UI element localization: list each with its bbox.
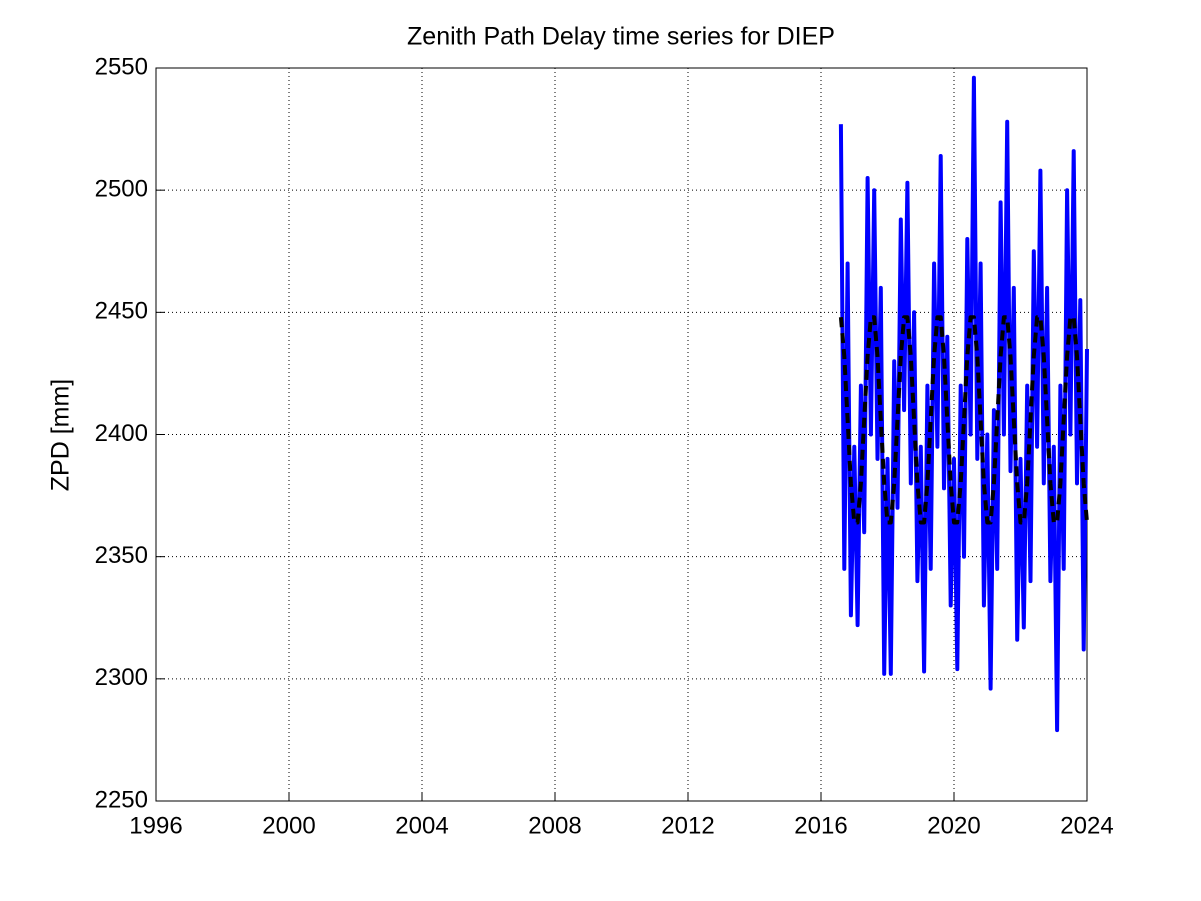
y-tick-label: 2550 [95,53,148,80]
x-tick-label: 2020 [927,812,980,839]
x-tick-label: 2012 [661,812,714,839]
x-tick-label: 2000 [262,812,315,839]
y-tick-label: 2500 [95,176,148,203]
x-tick-label: 2024 [1060,812,1113,839]
y-tick-label: 2300 [95,664,148,691]
y-tick-label: 2350 [95,542,148,569]
y-axis-label: ZPD [mm] [47,379,75,492]
y-tick-label: 2250 [95,786,148,813]
x-tick-label: 1996 [129,812,182,839]
x-tick-label: 2016 [794,812,847,839]
x-tick-label: 2008 [528,812,581,839]
y-tick-label: 2400 [95,420,148,447]
y-tick-label: 2450 [95,298,148,325]
chart-title: Zenith Path Delay time series for DIEP [407,23,835,51]
x-tick-label: 2004 [395,812,448,839]
